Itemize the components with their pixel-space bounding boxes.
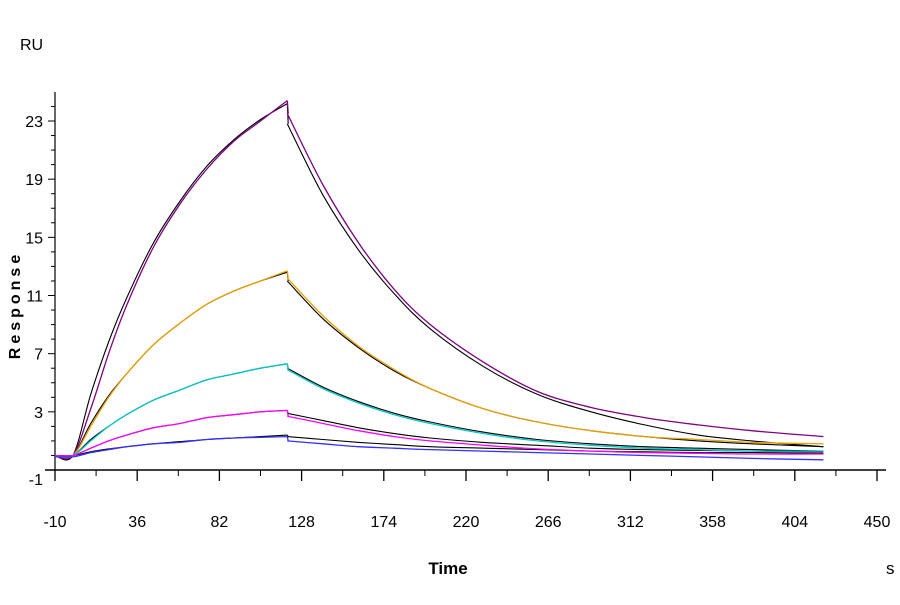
x-tick-label: 312 (617, 514, 644, 531)
x-tick-label: 36 (128, 514, 146, 531)
x-tick-label: 174 (370, 514, 397, 531)
association-phase (54, 103, 288, 461)
x-tick-label: 358 (699, 514, 726, 531)
y-tick-label: 11 (26, 289, 43, 306)
y-tick-label: 15 (25, 230, 43, 247)
axes: -1 3 7 11 15 19 23 -10 36 82 128 174 220 266 312 358 404… (25, 92, 890, 531)
dissociation-phase (287, 369, 824, 452)
dissociation-phase (286, 280, 824, 448)
dissociation-phase (286, 113, 824, 438)
x-tick-label: 82 (211, 514, 229, 531)
measured-curve-9 (54, 435, 824, 461)
x-tick-label: 404 (781, 514, 808, 531)
association-phase (54, 100, 288, 460)
injection-end (286, 270, 289, 279)
y-tick-label: 7 (34, 347, 43, 364)
injection-end (286, 436, 289, 442)
association-phase (54, 435, 288, 458)
injection-end (286, 100, 289, 114)
x-axis-label: Time (428, 559, 467, 578)
fit-curve-1 (54, 271, 824, 459)
association-phase (54, 363, 288, 458)
dissociation-phase (287, 440, 824, 461)
measured-curve-8 (54, 409, 824, 457)
measured-curve-6 (54, 270, 824, 459)
y-tick-label: 23 (25, 114, 43, 131)
injection-end (286, 410, 289, 417)
dissociation-phase (287, 436, 824, 454)
fit-curve-3 (54, 409, 824, 457)
curves (54, 100, 824, 461)
dissociation-phase (287, 415, 824, 455)
y-tick-label: 3 (34, 405, 43, 422)
x-tick-label: 128 (288, 514, 315, 531)
y-unit-label: RU (20, 37, 43, 54)
measured-curve-5 (54, 100, 824, 460)
y-tick-label: 19 (25, 172, 43, 189)
dissociation-phase (286, 123, 824, 448)
measured-curve-7 (54, 363, 824, 458)
x-tick-label: 266 (535, 514, 562, 531)
x-unit-label: s (886, 559, 895, 578)
association-phase (54, 271, 288, 459)
dissociation-phase (287, 367, 824, 452)
association-phase (54, 409, 288, 457)
association-phase (54, 270, 288, 459)
fit-curve-4 (54, 434, 824, 457)
x-tick-label: 220 (453, 514, 480, 531)
dissociation-phase (286, 277, 824, 445)
x-tick-label: 450 (864, 514, 891, 531)
y-axis-label: Response (7, 251, 24, 359)
x-tick-label: -10 (43, 514, 66, 531)
y-tick-label: -1 (29, 472, 43, 489)
injection-end (286, 363, 289, 370)
fit-curve-0 (54, 103, 824, 461)
